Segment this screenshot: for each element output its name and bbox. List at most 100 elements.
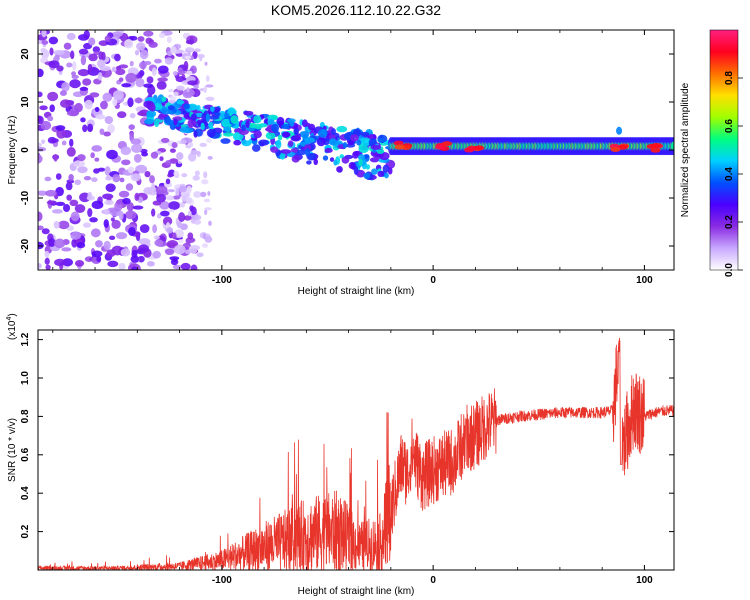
spectrogram-cell — [63, 42, 72, 50]
spectrogram-cell — [164, 57, 174, 65]
spectrogram-cell — [190, 113, 198, 121]
spectrogram-cell — [135, 77, 145, 88]
snr-axes: -100 0 100 0.2 0.4 0.6 0.8 1.0 1.2 — [20, 330, 674, 586]
spectrogram-cell — [297, 149, 307, 156]
spectrogram-cell — [201, 243, 209, 248]
snr-multiplier-base: (x10 — [7, 320, 18, 340]
spectrogram-cell — [175, 187, 180, 198]
spectrogram-cell — [171, 232, 177, 240]
spectrogram-cell — [109, 235, 116, 241]
spectrogram-cell — [56, 128, 66, 139]
spectrogram-cell — [88, 37, 96, 46]
x-tick-label: 100 — [636, 575, 653, 586]
spectrogram-cell — [154, 58, 162, 64]
spectrogram-cell — [156, 193, 167, 203]
spectrogram-cell — [139, 49, 149, 60]
spectrogram-cell — [44, 176, 52, 182]
spectrogram-cell — [173, 118, 178, 126]
spectrogram-cell — [73, 160, 85, 168]
spectrogram-cell — [90, 152, 95, 159]
spectrogram-cell — [83, 30, 90, 40]
spectrogram-cell — [116, 200, 124, 205]
spectrogram-cell — [172, 71, 178, 76]
spectrogram-cell — [670, 141, 674, 151]
spectrogram-cell — [111, 66, 117, 73]
spectrogram-cell — [176, 152, 184, 160]
spectrogram-cell — [156, 80, 167, 90]
spectrogram-cell — [87, 123, 94, 133]
spectrogram-cell — [187, 118, 197, 127]
spectrogram-cell — [125, 72, 137, 83]
spectrogram-cell — [97, 72, 103, 81]
spectrogram-cell — [282, 132, 291, 138]
spectrogram-cell — [102, 92, 113, 102]
spectrogram-cell — [281, 123, 291, 130]
y-tick-label: 0 — [20, 147, 31, 153]
spectrogram-cell — [82, 124, 88, 133]
y-tick-label: 20 — [20, 48, 31, 60]
spectrogram-cell — [61, 247, 72, 252]
spectrogram-cell — [304, 148, 311, 157]
spectrogram-cell — [197, 54, 205, 59]
spectrogram-cell — [66, 62, 73, 68]
spectrogram-cell — [132, 205, 144, 210]
spectrogram-cell — [135, 164, 148, 174]
spectrogram-cell — [167, 173, 173, 178]
spectrogram-cell — [87, 191, 93, 200]
spectrogram-cell — [146, 110, 157, 118]
spectrogram-cell — [49, 47, 54, 56]
spectrogram-cell — [161, 96, 167, 102]
spectrogram-cell — [306, 160, 312, 165]
spectrogram-cell — [69, 199, 79, 207]
spectrogram-cell — [72, 61, 77, 71]
spectrogram-cell — [82, 222, 91, 228]
spectrogram-cell — [165, 195, 175, 201]
spectrogram-cell — [322, 125, 327, 130]
colorbar-tick-label: 0.4 — [724, 167, 735, 181]
snr-ylabel: SNR (10 * v/v) — [7, 418, 18, 482]
spectrogram-cell — [70, 211, 80, 222]
spectrogram-cell — [610, 147, 621, 153]
spectrogram-cell — [92, 46, 101, 53]
spectrogram-cell — [126, 202, 134, 212]
spectrogram-cell — [118, 190, 130, 198]
spectrogram-cell — [268, 118, 275, 126]
spectrogram-cell — [616, 126, 623, 135]
spectrogram-cell — [179, 127, 190, 133]
spectrogram-cell — [41, 139, 46, 144]
spectrogram-cell — [48, 36, 59, 45]
spectrogram-cell — [77, 154, 86, 162]
spectrogram-cell — [163, 181, 173, 188]
spectrogram-cell — [91, 200, 104, 210]
spectrogram-cell — [165, 178, 171, 185]
spectrogram-cell — [169, 158, 179, 164]
spectrogram-cell — [68, 173, 74, 181]
spectrogram-cell — [304, 137, 315, 143]
spectrogram-cell — [149, 175, 155, 184]
y-tick-label: 0.4 — [20, 486, 31, 500]
spectrogram-cell — [186, 185, 192, 194]
y-tick-label: 10 — [20, 96, 31, 108]
spectrogram-cell — [180, 139, 187, 145]
spectrogram-cell — [160, 137, 170, 143]
x-tick-label: -100 — [212, 275, 232, 286]
spectrogram-cell — [138, 244, 149, 253]
spectrogram-cell — [186, 87, 190, 93]
spectrogram-cell — [124, 39, 134, 49]
spectrogram-cell — [125, 210, 137, 220]
spectrogram-cell — [77, 69, 90, 77]
colorbar-bar — [710, 30, 738, 270]
spectrogram-xlabel: Height of straight line (km) — [298, 286, 415, 297]
spectrogram-cell — [130, 138, 142, 145]
spectrogram-cell — [363, 172, 371, 180]
spectrogram-cell — [189, 205, 194, 212]
spectrogram-cell — [80, 117, 86, 123]
spectrogram-cell — [55, 173, 62, 180]
spectrogram-cell — [382, 164, 390, 174]
spectrogram-cell — [144, 118, 154, 125]
spectrogram-cell — [62, 258, 74, 267]
spectrogram-cell — [208, 220, 212, 226]
spectrogram-cell — [303, 144, 312, 151]
spectrogram-cell — [137, 36, 145, 42]
